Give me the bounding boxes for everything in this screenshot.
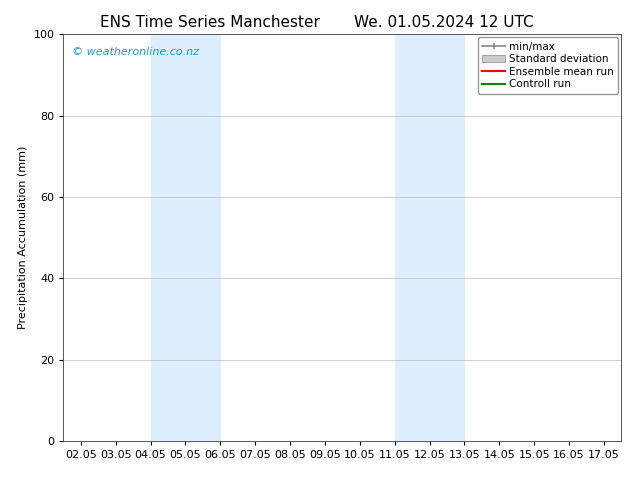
Text: ENS Time Series Manchester       We. 01.05.2024 12 UTC: ENS Time Series Manchester We. 01.05.202… <box>100 15 534 30</box>
Legend: min/max, Standard deviation, Ensemble mean run, Controll run: min/max, Standard deviation, Ensemble me… <box>478 37 618 94</box>
Bar <box>150 34 221 441</box>
Y-axis label: Precipitation Accumulation (mm): Precipitation Accumulation (mm) <box>18 146 28 329</box>
Bar <box>394 34 464 441</box>
Text: © weatheronline.co.nz: © weatheronline.co.nz <box>72 47 199 56</box>
